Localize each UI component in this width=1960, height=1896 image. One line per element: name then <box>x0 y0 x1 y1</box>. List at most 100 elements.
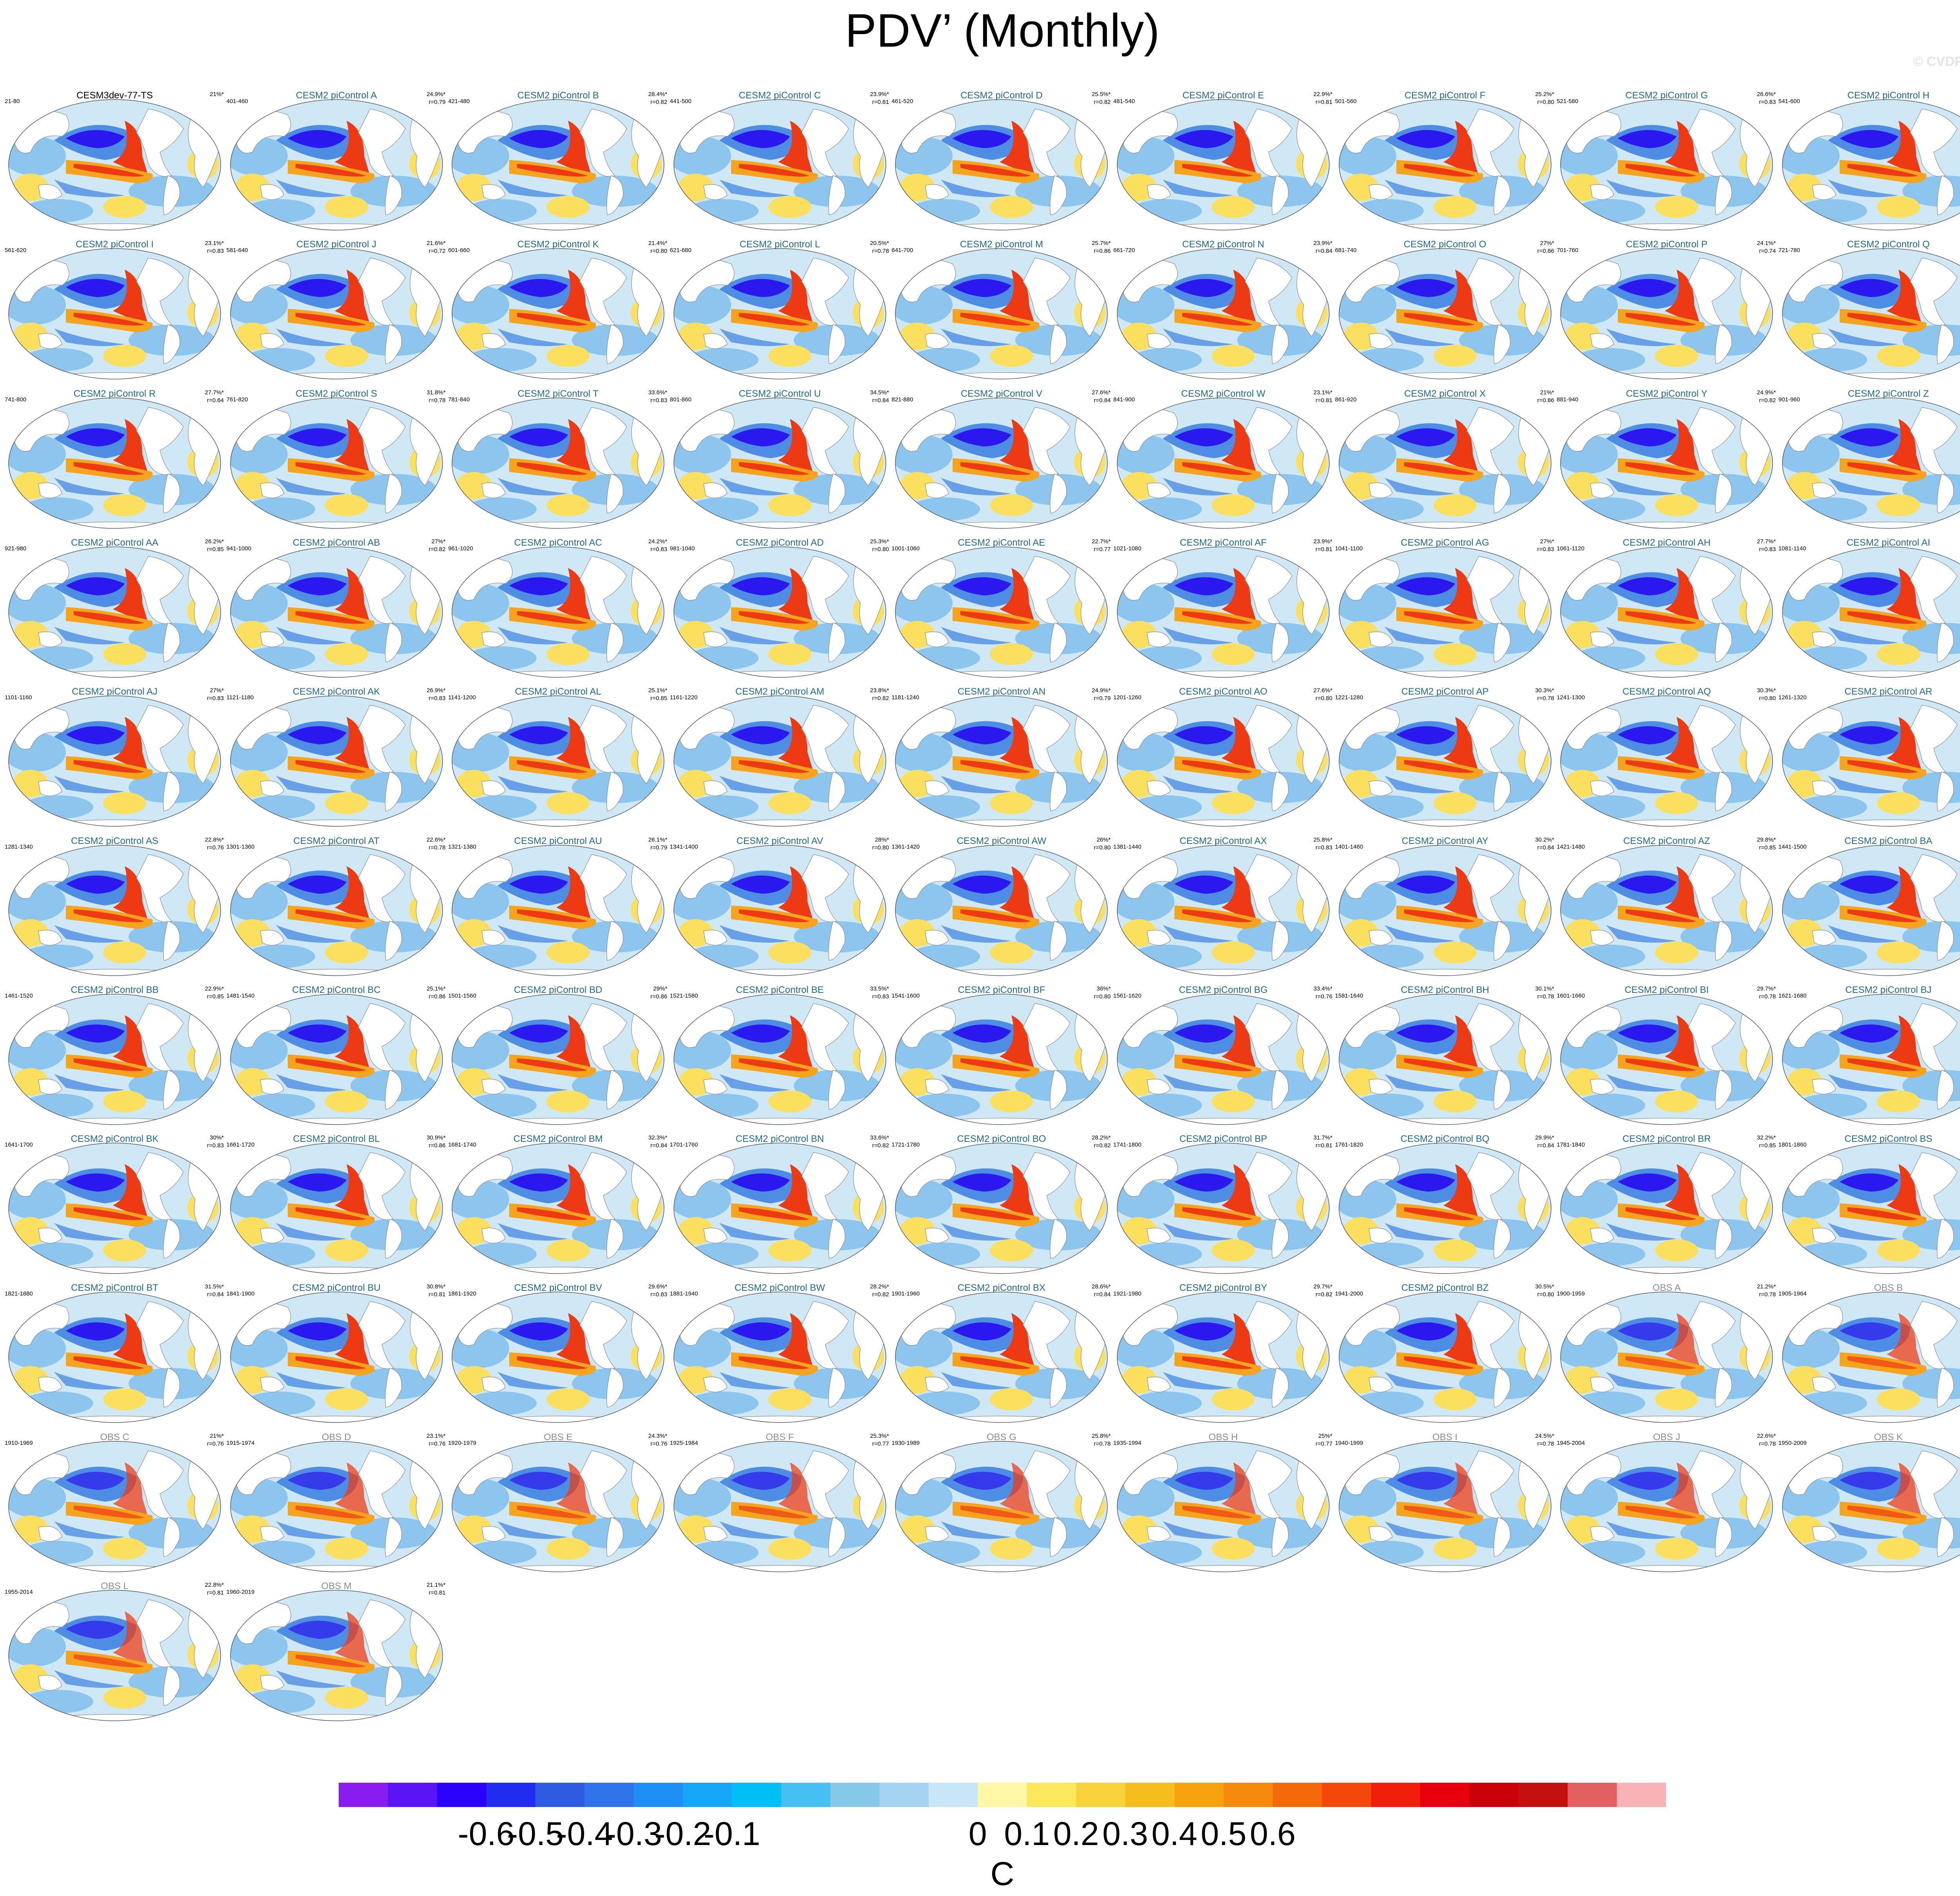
colorbar-swatch <box>1076 1783 1126 1807</box>
map-panel: CESM2 piControl BT 1821-1880 31.5%* r=0.84 <box>5 1282 225 1431</box>
pattern-correlation: r=0.80 <box>872 546 889 553</box>
map-panel: OBS H 1935-1994 25%* r=0.77 <box>1113 1431 1333 1580</box>
panel-title: CESM2 piControl BK <box>71 1134 159 1145</box>
colorbar-tick-label: -0.6 <box>457 1815 515 1852</box>
panel-title: CESM2 piControl BF <box>958 984 1045 995</box>
colorbar-swatch <box>928 1783 978 1807</box>
panel-title: CESM2 piControl X <box>1404 388 1486 399</box>
panel-years: 681-740 <box>1335 247 1357 254</box>
panel-stats: 22.6%* r=0.78 <box>426 836 445 852</box>
map-panel: CESM2 piControl AP 1221-1280 30.3%* r=0.78 <box>1335 686 1555 835</box>
panel-years: 1321-1380 <box>448 843 476 850</box>
sst-regression-map <box>1560 695 1773 827</box>
figure-title: PDV’ (Monthly) <box>845 4 1160 57</box>
panel-stats: 29.9%* r=0.84 <box>1535 1134 1554 1150</box>
sst-regression-map <box>895 99 1108 230</box>
pattern-correlation: r=0.82 <box>872 1291 889 1298</box>
map-panel: CESM2 piControl BU 1841-1900 30.8%* r=0.81 <box>227 1282 446 1431</box>
panel-years: 901-960 <box>1778 396 1800 403</box>
variance-percent: 25.1%* <box>648 687 668 694</box>
variance-percent: 22.9%* <box>1313 91 1332 98</box>
sst-regression-map <box>1560 1292 1773 1423</box>
colorbar-swatch <box>437 1783 486 1807</box>
pattern-correlation: r=0.83 <box>650 546 668 553</box>
pattern-correlation: r=0.82 <box>1759 397 1776 404</box>
panel-stats: 25.8%* r=0.78 <box>1092 1432 1111 1448</box>
panel-years: 521-580 <box>1557 98 1579 105</box>
panel-years: 1341-1400 <box>670 843 698 850</box>
variance-percent: 27.6%* <box>1313 687 1332 694</box>
panel-stats: 25.1%* r=0.86 <box>426 985 445 1001</box>
map-panel: CESM2 piControl F 501-560 25.2%* r=0.80 <box>1335 89 1555 238</box>
map-panel: OBS F 1925-1984 25.3%* r=0.77 <box>670 1431 890 1580</box>
panel-title: CESM2 piControl AU <box>514 835 602 846</box>
pattern-correlation: r=0.80 <box>1759 695 1776 702</box>
variance-percent: 21.2%* <box>1757 1283 1776 1290</box>
variance-percent: 30.9%* <box>426 1134 446 1141</box>
variance-percent: 30.3%* <box>1535 687 1554 694</box>
panel-years: 1921-1980 <box>1113 1290 1142 1297</box>
variance-percent: 24.9%* <box>426 91 446 98</box>
colorbar-swatch <box>1223 1783 1273 1807</box>
variance-percent: 27.7%* <box>1757 538 1776 545</box>
panel-title: CESM2 piControl AP <box>1401 686 1489 697</box>
variance-percent: 25%* <box>1318 1432 1332 1439</box>
variance-percent: 22.8%* <box>205 1582 224 1588</box>
sst-regression-map <box>452 546 664 678</box>
sst-regression-map <box>1338 1292 1552 1423</box>
pattern-correlation: r=0.79 <box>1094 695 1111 702</box>
panel-years: 1101-1160 <box>5 694 32 701</box>
panel-stats: 36%* r=0.80 <box>1094 985 1111 1001</box>
panel-years: 1641-1700 <box>5 1141 33 1148</box>
sst-regression-map <box>452 844 664 976</box>
colorbar-swatch <box>633 1783 683 1807</box>
map-panel: OBS G 1930-1989 25.8%* r=0.78 <box>891 1431 1111 1580</box>
panel-stats: 26.9%* r=0.83 <box>426 687 445 702</box>
map-panel: OBS E 1920-1979 24.3%* r=0.76 <box>448 1431 668 1580</box>
pattern-correlation: r=0.84 <box>1094 1291 1111 1298</box>
sst-regression-map <box>1782 1441 1960 1572</box>
panel-title: CESM2 piControl D <box>960 90 1043 101</box>
pattern-correlation: r=0.84 <box>872 397 889 404</box>
panel-title: OBS I <box>1432 1432 1458 1442</box>
panel-title: CESM2 piControl Z <box>1847 388 1929 399</box>
variance-percent: 28%* <box>875 836 889 843</box>
panel-stats: 21%* <box>210 91 224 98</box>
panel-title: CESM2 piControl BC <box>292 984 381 995</box>
variance-percent: 32.2%* <box>1757 1134 1776 1141</box>
pattern-correlation: r=0.81 <box>1316 546 1332 553</box>
panel-title: CESM2 piControl BT <box>71 1283 158 1294</box>
variance-percent: 25.5%* <box>1092 91 1111 98</box>
variance-percent: 29%* <box>653 985 668 992</box>
panel-stats: 28.4%* r=0.82 <box>648 91 667 106</box>
map-panel: OBS C 1910-1969 21%* r=0.76 <box>5 1431 225 1580</box>
colorbar-swatch <box>1027 1783 1076 1807</box>
colorbar-tick-label: 0 <box>968 1815 987 1852</box>
sst-regression-map <box>895 844 1108 976</box>
pattern-correlation: r=0.83 <box>1316 844 1332 851</box>
panel-title: CESM2 piControl AZ <box>1623 835 1710 846</box>
sst-regression-map <box>1782 99 1960 230</box>
variance-percent: 22.9%* <box>205 985 224 992</box>
variance-percent: 24.1%* <box>1757 240 1776 247</box>
sst-regression-map <box>8 99 221 230</box>
sst-regression-map <box>230 1441 443 1572</box>
variance-percent: 27.7%* <box>205 389 224 396</box>
map-panel: CESM2 piControl AY 1401-1460 30.2%* r=0.84 <box>1335 835 1555 984</box>
panel-stats: 26.2%* r=0.85 <box>205 538 224 553</box>
panel-years: 1361-1420 <box>891 843 920 850</box>
panel-years: 1041-1100 <box>1335 545 1363 552</box>
sst-regression-map <box>230 1143 443 1274</box>
variance-percent: 24.9%* <box>1757 389 1776 396</box>
pattern-correlation: r=0.76 <box>207 1440 224 1447</box>
map-panel: CESM2 piControl AG 1041-1100 27%* r=0.83 <box>1335 537 1555 686</box>
map-panel: CESM3dev-77-TS 21-80 21%* <box>5 89 225 238</box>
map-panel: CESM2 piControl BX 1901-1960 28.6%* r=0.84 <box>891 1282 1111 1431</box>
panel-stats: 23.8%* r=0.82 <box>870 687 889 702</box>
map-panel: OBS A 1900-1959 21.2%* r=0.78 <box>1557 1282 1777 1431</box>
sst-regression-map <box>673 546 886 678</box>
panel-years: 1541-1600 <box>891 992 920 999</box>
